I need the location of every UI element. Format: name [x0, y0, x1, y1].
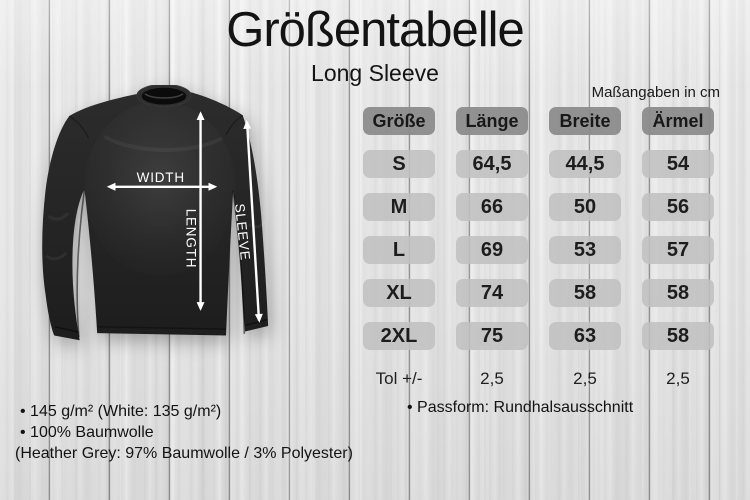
width-arrowhead-left — [106, 182, 116, 191]
value-cell: 50 — [549, 193, 621, 221]
value-cell: 44,5 — [549, 150, 621, 178]
tolerance-label: Tol +/- — [375, 369, 423, 388]
size-cell: M — [363, 193, 435, 221]
value-cell: 69 — [456, 236, 528, 264]
length-arrowhead-bottom — [196, 302, 205, 311]
value-cell: 57 — [642, 236, 714, 264]
shirt-diagram: WIDTH LENGTH SLEEVE — [42, 85, 269, 341]
note-fabric-weight: • 145 g/m² (White: 135 g/m²) — [20, 403, 222, 420]
value-cell: 58 — [642, 279, 714, 307]
material-notes: • 145 g/m² (White: 135 g/m²) • 100% Baum… — [15, 401, 353, 464]
value-cell: 64,5 — [456, 150, 528, 178]
value-cell: 58 — [549, 279, 621, 307]
sleeve-arrowhead-bottom — [254, 313, 263, 323]
subtitle: Long Sleeve — [311, 60, 439, 86]
column-header-laenge: Länge — [456, 107, 528, 135]
value-cell: 74 — [456, 279, 528, 307]
value-cell: 54 — [642, 150, 714, 178]
tolerance-value: 2,5 — [666, 369, 690, 388]
value-cell: 53 — [549, 236, 621, 264]
value-cell: 75 — [456, 322, 528, 350]
page-title: Größentabelle — [226, 3, 525, 57]
tolerance-value: 2,5 — [573, 369, 597, 388]
column-header-groesse: Größe — [363, 107, 435, 135]
size-cell: XL — [363, 279, 435, 307]
value-cell: 56 — [642, 193, 714, 221]
size-table: Größe Länge Breite Ärmel S 64,5 44,5 54 … — [358, 107, 719, 393]
column-header-breite: Breite — [549, 107, 621, 135]
size-cell: 2XL — [363, 322, 435, 350]
note-heather-grey: (Heather Grey: 97% Baumwolle / 3% Polyes… — [15, 445, 353, 462]
fit-note: • Passform: Rundhalsausschnitt — [407, 399, 634, 416]
value-cell: 66 — [456, 193, 528, 221]
sleeve-label: SLEEVE — [232, 203, 253, 262]
note-cotton: • 100% Baumwolle — [20, 424, 154, 441]
shirt-chest-highlight — [84, 100, 236, 276]
column-header-aermel: Ärmel — [642, 107, 714, 135]
width-label: WIDTH — [137, 170, 185, 185]
measure-arrows: WIDTH LENGTH SLEEVE — [106, 111, 263, 323]
size-cell: L — [363, 236, 435, 264]
width-arrowhead-right — [208, 182, 218, 191]
sleeve-arrow — [245, 122, 261, 321]
tolerance-value: 2,5 — [480, 369, 504, 388]
collar-back-hint — [144, 93, 184, 99]
collar-opening — [141, 87, 187, 105]
size-cell: S — [363, 150, 435, 178]
length-label: LENGTH — [183, 209, 198, 269]
shirt-graphic — [42, 85, 269, 341]
value-cell: 63 — [549, 322, 621, 350]
sleeve-arrowhead-top — [243, 119, 252, 129]
length-arrowhead-top — [196, 111, 205, 120]
shirt-seams — [45, 114, 268, 338]
units-note: Maßangaben in cm — [591, 84, 720, 101]
value-cell: 58 — [642, 322, 714, 350]
